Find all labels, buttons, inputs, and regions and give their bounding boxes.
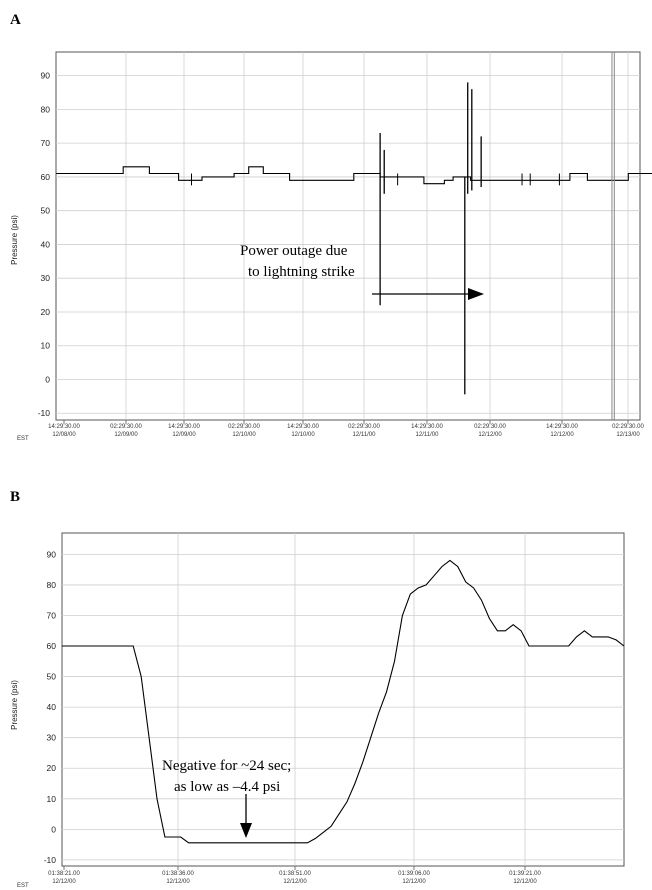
x-tick-date: 12/12/00 <box>52 879 76 885</box>
x-tick-date: 12/12/00 <box>166 879 190 885</box>
x-tick-date: 12/09/00 <box>114 432 138 438</box>
x-tick-date: 12/11/00 <box>416 432 440 438</box>
panel-b-grid <box>62 533 624 866</box>
y-tick-label: 90 <box>47 549 57 559</box>
y-tick-label: 70 <box>47 610 57 620</box>
panel-a: A -10 0 10 20 30 40 50 60 70 80 90 14:29:30.00 12/0… <box>10 12 652 442</box>
y-tick-label: 70 <box>41 138 51 148</box>
y-tick-label: 50 <box>47 672 57 682</box>
x-tick-date: 12/08/00 <box>52 432 76 438</box>
y-tick-label: 20 <box>41 307 51 317</box>
x-tick-time: 02:29:30.00 <box>612 424 644 430</box>
y-tick-label: 40 <box>41 239 51 249</box>
x-tick-time: 14:29:30.00 <box>168 424 200 430</box>
panel-b-y-axis-label: Pressure (psi) <box>10 680 19 730</box>
x-tick-date: 12/10/00 <box>232 432 256 438</box>
y-tick-label: 80 <box>41 104 51 114</box>
pressure-series-line <box>56 166 652 185</box>
x-tick-date: 12/10/00 <box>291 432 315 438</box>
x-tick-date: 12/11/00 <box>353 432 377 438</box>
panel-a-x-ticks: 14:29:30.00 12/08/00 02:29:30.00 12/09/00 14… <box>48 420 645 438</box>
x-tick-time: 01:38:36.00 <box>162 871 194 877</box>
y-tick-label: 30 <box>41 273 51 283</box>
y-tick-label: 10 <box>47 794 57 804</box>
y-tick-label: 50 <box>41 206 51 216</box>
y-tick-label: 40 <box>47 702 57 712</box>
x-tick-time: 01:39:06.00 <box>398 871 430 877</box>
x-tick-date: 12/09/00 <box>172 432 196 438</box>
panel-b-y-ticks: -10 0 10 20 30 40 50 60 70 80 90 <box>44 549 57 865</box>
panel-a-x-prefix: EST <box>17 436 29 442</box>
x-tick-time: 14:29:30.00 <box>287 424 319 430</box>
x-tick-date: 12/13/00 <box>616 432 640 438</box>
panel-b-x-prefix: EST <box>17 883 29 889</box>
panel-a-y-ticks: -10 0 10 20 30 40 50 60 70 80 90 <box>38 71 51 419</box>
panel-b-series <box>62 559 625 844</box>
y-tick-label: 90 <box>41 71 51 81</box>
x-tick-time: 02:29:30.00 <box>228 424 260 430</box>
x-tick-time: 14:29:30.00 <box>411 424 443 430</box>
x-tick-time: 02:29:30.00 <box>348 424 380 430</box>
x-tick-date: 12/12/00 <box>283 879 307 885</box>
panel-a-annotation-line-1: Power outage due <box>240 243 348 259</box>
panel-a-letter: A <box>10 12 21 28</box>
y-tick-label: 30 <box>47 733 57 743</box>
y-tick-label: -10 <box>38 408 51 418</box>
x-tick-date: 12/12/00 <box>478 432 502 438</box>
panel-b-plot-frame <box>61 532 625 867</box>
panel-b-letter: B <box>10 489 20 505</box>
panel-b-x-ticks: 01:38:21.00 12/12/00 01:38:36.00 12/12/00 01… <box>48 866 542 885</box>
x-tick-date: 12/12/00 <box>402 879 426 885</box>
y-tick-label: 0 <box>51 824 56 834</box>
panel-a-plot-frame <box>55 51 641 421</box>
x-tick-time: 01:38:21.00 <box>48 871 80 877</box>
y-tick-label: 60 <box>41 172 51 182</box>
panel-a-series <box>56 52 652 420</box>
x-tick-date: 12/12/00 <box>513 879 537 885</box>
panel-a-y-axis-label: Pressure (psi) <box>10 215 19 265</box>
x-tick-time: 14:29:30.00 <box>546 424 578 430</box>
panel-b: B -10 0 10 20 30 40 50 60 70 80 90 01:38:21.00 12/1… <box>10 489 625 889</box>
panel-b-annotation-line-1: Negative for ~24 sec; <box>162 758 291 774</box>
x-tick-time: 14:29:30.00 <box>48 424 80 430</box>
y-tick-label: 80 <box>47 580 57 590</box>
panel-b-annotation-line-2: as low as –4.4 psi <box>174 779 280 795</box>
x-tick-time: 01:38:51.00 <box>279 871 311 877</box>
panel-b-annotation-arrow <box>240 794 252 838</box>
x-tick-time: 01:39:21.00 <box>509 871 541 877</box>
y-tick-label: 20 <box>47 763 57 773</box>
panel-a-annotation-arrow <box>372 288 484 300</box>
y-tick-label: 60 <box>47 641 57 651</box>
y-tick-label: 0 <box>45 374 50 384</box>
pressure-series-line <box>62 559 625 844</box>
x-tick-time: 02:29:30.00 <box>474 424 506 430</box>
panel-a-grid <box>56 52 640 420</box>
panel-a-annotation-line-2: to lightning strike <box>248 264 355 280</box>
y-tick-label: 10 <box>41 341 51 351</box>
y-tick-label: -10 <box>44 855 57 865</box>
x-tick-date: 12/12/00 <box>550 432 574 438</box>
x-tick-time: 02:29:30.00 <box>110 424 142 430</box>
